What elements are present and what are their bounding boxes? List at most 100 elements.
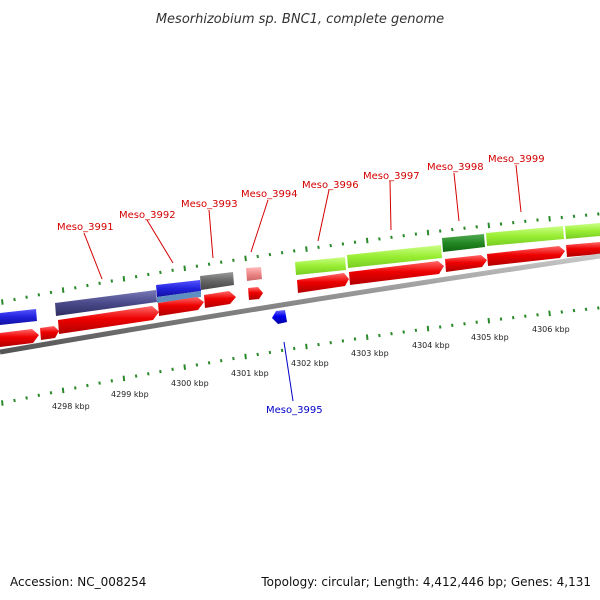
gene-label-meso-3991: Meso_3991 — [57, 222, 114, 233]
leader-line — [83, 232, 103, 280]
minor-tick — [25, 396, 28, 400]
minor-tick — [280, 348, 284, 353]
leader-line — [317, 189, 330, 242]
minor-tick — [232, 356, 235, 361]
major-tick — [183, 265, 186, 272]
minor-tick — [98, 381, 101, 385]
minor-tick — [584, 307, 588, 311]
minor-tick — [597, 212, 600, 216]
minor-tick — [110, 379, 114, 383]
minor-tick — [572, 308, 576, 313]
gene-label-meso-3999: Meso_3999 — [488, 154, 545, 165]
cog-segment-gray — [200, 272, 234, 290]
minor-tick — [159, 369, 162, 374]
summary-text: Topology: circular; Length: 4,412,446 bp… — [260, 575, 591, 589]
minor-tick — [219, 359, 223, 363]
minor-tick — [171, 268, 174, 272]
minor-tick — [49, 391, 53, 395]
minor-tick — [524, 314, 527, 318]
leader-line — [515, 164, 522, 213]
minor-tick — [475, 225, 478, 229]
minor-tick — [86, 283, 89, 288]
gene-label-meso-3997: Meso_3997 — [363, 171, 420, 182]
leader-line — [453, 172, 460, 222]
major-tick — [487, 222, 491, 229]
gene-label-meso-3998: Meso_3998 — [427, 162, 484, 173]
leader-line — [389, 180, 392, 231]
cds-arrow — [349, 261, 444, 285]
minor-tick — [353, 240, 357, 244]
major-tick — [61, 387, 65, 394]
cog-segment-pink — [246, 267, 262, 281]
accession-text: Accession: NC_008254 — [10, 575, 146, 589]
minor-tick — [511, 221, 515, 225]
minor-tick — [147, 272, 150, 277]
forward-cds-track — [0, 242, 600, 347]
minor-tick — [74, 386, 77, 390]
minor-tick — [134, 275, 138, 279]
cog-segment-blue — [156, 280, 201, 297]
map-title: Mesorhizobium sp. BNC1, complete genome — [156, 12, 444, 27]
minor-tick — [25, 295, 28, 299]
major-tick — [487, 317, 491, 324]
reverse-cds-track — [272, 310, 287, 324]
major-tick — [122, 375, 126, 382]
minor-tick — [329, 243, 332, 248]
minor-tick — [499, 317, 503, 321]
cds-arrow — [158, 297, 204, 316]
major-tick — [122, 275, 126, 282]
minor-tick — [414, 328, 418, 332]
major-tick — [244, 353, 247, 360]
scale-label: 4299 kbp — [111, 390, 149, 399]
cog-segment-purple — [55, 290, 157, 316]
minor-tick — [584, 213, 588, 217]
cog-segment-lime-2 — [347, 245, 442, 268]
cds-arrow — [566, 242, 600, 257]
scale-label: 4298 kbp — [52, 402, 90, 411]
minor-tick — [475, 320, 478, 324]
leader-line — [146, 219, 174, 264]
scale-label: 4301 kbp — [231, 369, 269, 378]
major-tick — [305, 343, 308, 350]
cds-arrow-meso-3994 — [248, 287, 263, 300]
minor-tick — [463, 322, 466, 326]
major-tick — [305, 246, 308, 252]
major-tick — [548, 310, 551, 317]
cds-arrow-meso-3995 — [272, 310, 287, 324]
minor-tick — [353, 337, 357, 341]
major-tick — [1, 400, 4, 406]
minor-tick — [402, 330, 405, 334]
major-tick — [426, 229, 430, 236]
minor-tick — [37, 293, 41, 297]
minor-tick — [171, 367, 174, 371]
inner-tick-row — [1, 306, 600, 406]
minor-tick — [378, 237, 381, 241]
gene-label-meso-3996: Meso_3996 — [302, 180, 359, 191]
minor-tick — [378, 333, 381, 338]
major-tick — [548, 215, 551, 222]
cog-segment-lime-4 — [565, 223, 600, 239]
minor-tick — [341, 339, 345, 343]
scale-label: 4300 kbp — [171, 379, 209, 388]
minor-tick — [256, 352, 259, 357]
minor-tick — [147, 372, 150, 376]
minor-tick — [317, 342, 320, 347]
label-leaders — [83, 164, 522, 402]
gene-label-meso-3993: Meso_3993 — [181, 199, 238, 210]
minor-tick — [451, 227, 454, 232]
minor-tick — [256, 254, 259, 259]
minor-tick — [560, 310, 564, 314]
minor-tick — [280, 251, 284, 255]
minor-tick — [438, 229, 442, 233]
major-tick — [426, 325, 430, 332]
minor-tick — [37, 393, 41, 397]
minor-tick — [390, 235, 393, 239]
minor-tick — [49, 290, 53, 295]
major-tick — [1, 299, 4, 305]
minor-tick — [499, 222, 503, 226]
minor-tick — [86, 383, 89, 388]
minor-tick — [560, 215, 564, 220]
minor-tick — [207, 361, 211, 365]
gene-label-meso-3995: Meso_3995 — [266, 405, 323, 416]
minor-tick — [74, 286, 77, 290]
